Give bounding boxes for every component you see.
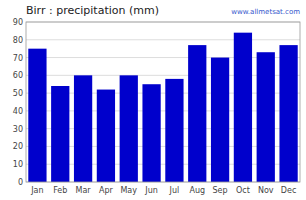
y-tick-label: 70 (13, 54, 23, 63)
bar (51, 86, 69, 182)
bar (188, 45, 206, 182)
x-tick-label: Apr (99, 186, 114, 195)
bar (234, 33, 252, 182)
bar (165, 79, 183, 182)
grid (26, 22, 300, 182)
bars (28, 33, 297, 182)
x-tick-label: Mar (76, 186, 92, 195)
x-tick-label: Feb (53, 186, 67, 195)
bar (120, 75, 138, 182)
title: Birr : precipitation (mm) (26, 4, 159, 17)
x-tick-label: Oct (236, 186, 250, 195)
y-tick-label: 30 (13, 125, 23, 134)
bar (142, 84, 160, 182)
x-tick-label: Jun (144, 186, 158, 195)
y-tick-label: 0 (18, 178, 23, 187)
x-tick-label: Jan (30, 186, 43, 195)
bar (211, 58, 229, 182)
chart-svg: Birr : precipitation (mm) www.allmetsat.c… (0, 0, 306, 200)
y-tick-label: 10 (13, 160, 23, 169)
x-tick-label: May (120, 186, 137, 195)
bar (74, 75, 92, 182)
x-tick-label: Aug (189, 186, 205, 195)
bar (97, 90, 115, 182)
bar (28, 49, 46, 182)
y-tick-label: 90 (13, 18, 23, 27)
bar (279, 45, 297, 182)
grid-line (26, 39, 300, 40)
y-tick-label: 20 (13, 142, 23, 151)
annotation: www.allmetsat.com (231, 8, 300, 16)
x-tick-label: Dec (281, 186, 296, 195)
chart-container: Birr : precipitation (mm) www.allmetsat.c… (0, 0, 306, 200)
x-tick-label: Nov (258, 186, 274, 195)
x-tick-label: Sep (213, 186, 228, 195)
plot-frame (26, 22, 300, 182)
x-tick-label: Jul (169, 186, 180, 195)
y-tick-label: 60 (13, 71, 23, 80)
y-tick-label: 80 (13, 36, 23, 45)
y-tick-label: 50 (13, 89, 23, 98)
background (0, 0, 306, 200)
y-tick-label: 40 (13, 107, 23, 116)
bar (257, 52, 275, 182)
